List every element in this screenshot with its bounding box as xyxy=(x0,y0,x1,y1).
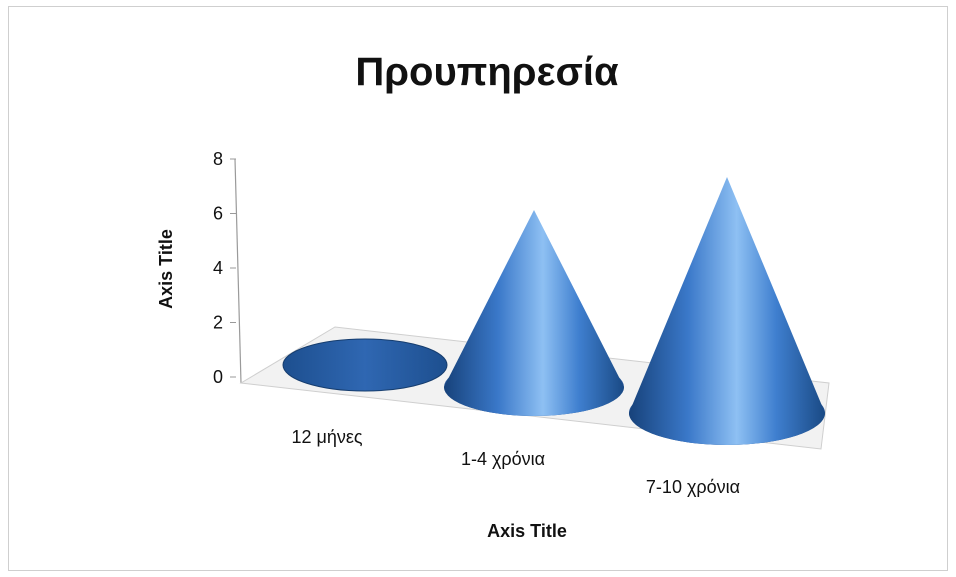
cone-mark xyxy=(282,338,448,392)
y-tick-label: 8 xyxy=(213,149,223,169)
y-tick-label: 4 xyxy=(213,258,223,278)
y-tick-label: 0 xyxy=(213,367,223,387)
cone-mark xyxy=(629,177,825,445)
x-category-label: 1-4 χρόνια xyxy=(461,449,545,469)
y-axis-title: Axis Title xyxy=(156,229,176,309)
x-category-label: 7-10 χρόνια xyxy=(646,477,740,497)
x-axis-title: Axis Title xyxy=(487,521,567,541)
y-tick-label: 2 xyxy=(213,313,223,333)
y-axis-line xyxy=(234,158,242,384)
marks-group: 12 μήνες 1-4 χρόνια 7-10 χρόνια xyxy=(282,177,825,497)
x-category-label: 12 μήνες xyxy=(291,427,362,447)
chart-title: Προυπηρεσία xyxy=(355,50,619,94)
cone-body xyxy=(629,177,825,445)
cone-base-flat xyxy=(282,338,448,392)
cone-mark xyxy=(444,210,624,416)
chart-svg: Προυπηρεσία 0 2 4 6 8 12 μήνες 1-4 χρόνια 7-10… xyxy=(156,50,830,541)
y-tick-label: 6 xyxy=(213,204,223,224)
cone-body xyxy=(444,210,624,416)
chart-area: Προυπηρεσία 0 2 4 6 8 12 μήνες 1-4 χρόνια 7-10… xyxy=(8,6,948,571)
